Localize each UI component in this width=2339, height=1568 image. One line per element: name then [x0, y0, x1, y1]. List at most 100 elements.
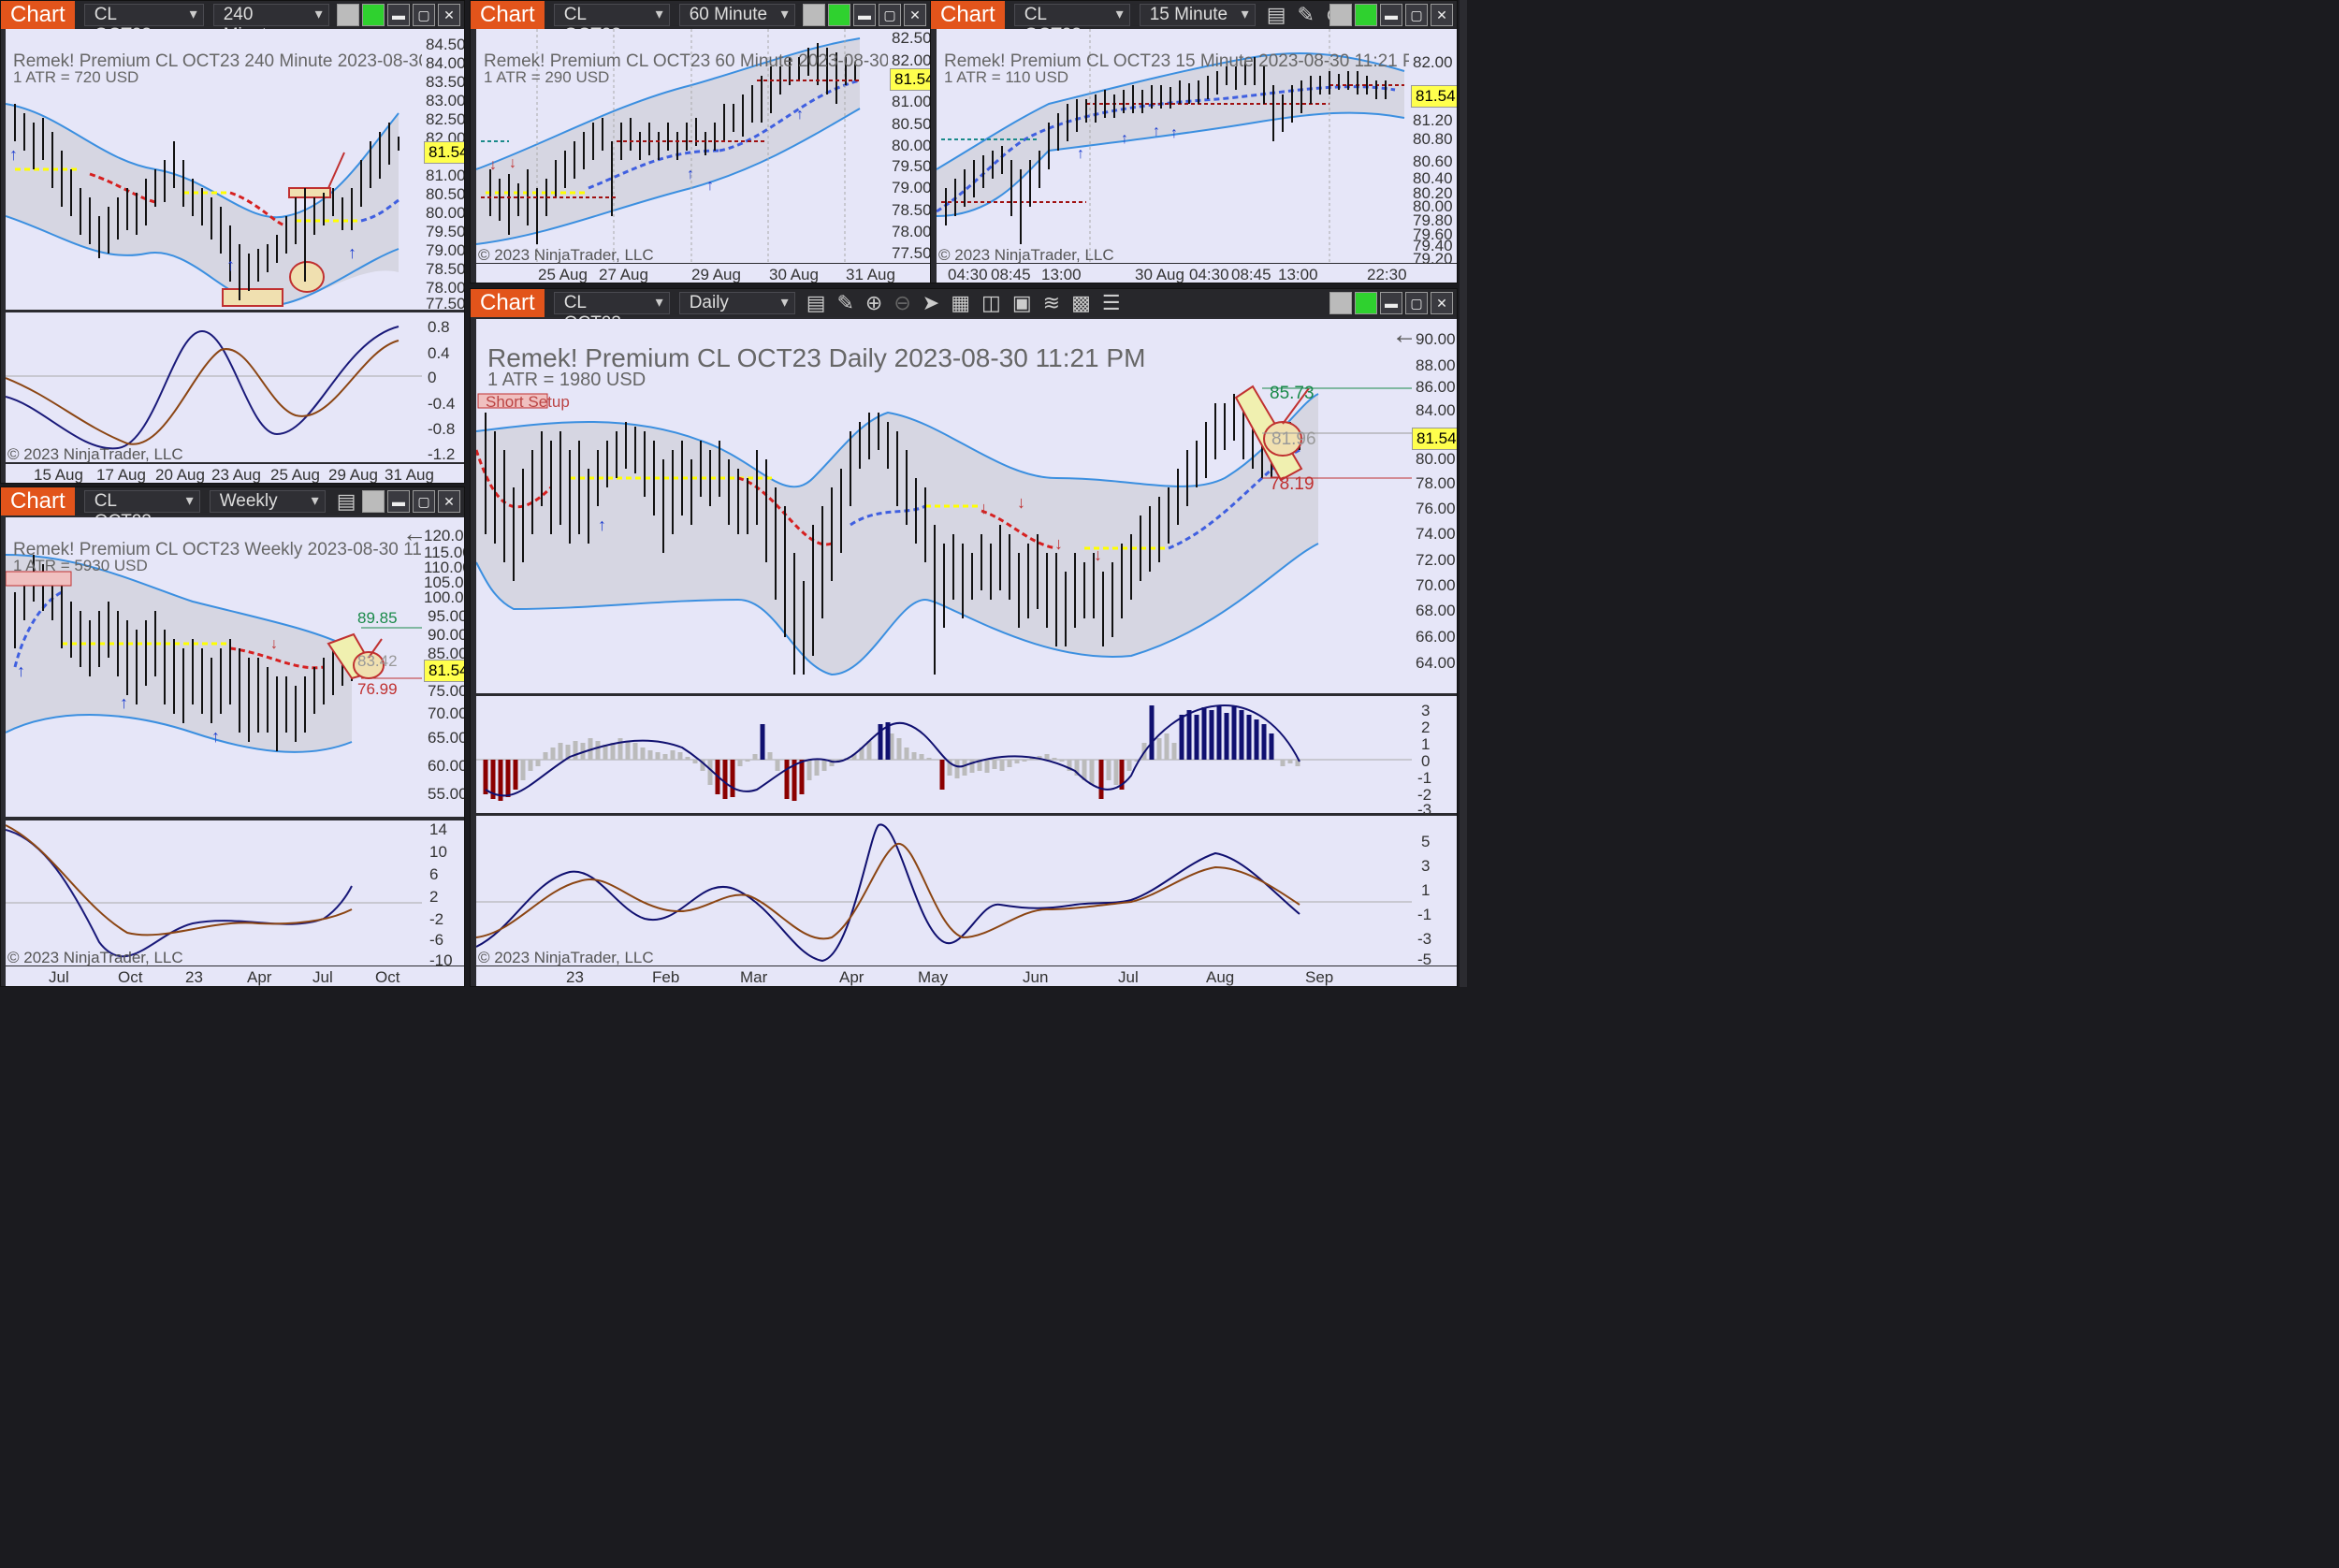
- adjacent-window-edge: [1460, 0, 1467, 987]
- svg-text:↓: ↓: [489, 157, 497, 173]
- price-axis[interactable]: 90.00 88.00 86.00 84.00 81.54 80.00 78.0…: [1412, 319, 1457, 693]
- instrument-select[interactable]: CL OCT23: [83, 490, 200, 531]
- close-button[interactable]: ✕: [438, 490, 460, 513]
- histogram-panel[interactable]: [476, 696, 1412, 813]
- time-axis[interactable]: 04:30 08:45 13:00 30 Aug 04:30 08:45 13:…: [937, 264, 1457, 283]
- link-button[interactable]: [803, 4, 825, 26]
- x-label: 29 Aug: [691, 266, 741, 283]
- x-label: 04:30: [948, 266, 988, 283]
- zoom-in-icon[interactable]: ⊕: [864, 291, 883, 314]
- x-label: 23 Aug: [211, 466, 261, 484]
- link-button[interactable]: [362, 490, 385, 513]
- close-button[interactable]: ✕: [904, 4, 926, 26]
- maximize-button[interactable]: ▢: [413, 490, 435, 513]
- minimize-button[interactable]: ▬: [853, 4, 876, 26]
- x-label: Aug: [1206, 968, 1235, 986]
- x-label: 13:00: [1278, 266, 1318, 283]
- interval-select[interactable]: 240 Minute: [212, 4, 329, 45]
- chart-tab[interactable]: Chart: [1, 487, 75, 515]
- bar-style-icon[interactable]: ▤: [336, 489, 356, 513]
- strategy-icon[interactable]: ≋: [1042, 291, 1061, 314]
- price-axis[interactable]: 82.00 81.54 81.20 80.80 80.60 80.40 80.2…: [1409, 29, 1457, 268]
- status-button[interactable]: [1355, 292, 1377, 314]
- maximize-button[interactable]: ▢: [413, 4, 435, 26]
- close-button[interactable]: ✕: [438, 4, 460, 26]
- minimize-button[interactable]: ▬: [1380, 292, 1402, 314]
- interval-select[interactable]: 15 Minute: [1139, 4, 1256, 26]
- status-button[interactable]: [828, 4, 850, 26]
- chart-tab[interactable]: Chart: [471, 289, 545, 317]
- chart-tab[interactable]: Chart: [1, 1, 75, 29]
- close-button[interactable]: ✕: [1431, 4, 1453, 26]
- bar-style-icon[interactable]: ▤: [1266, 3, 1286, 26]
- instrument-select[interactable]: CL OCT23: [553, 292, 670, 333]
- osc-label: -10: [429, 951, 453, 969]
- window-controls: ▬ ▢ ✕: [1329, 4, 1453, 26]
- instrument-select[interactable]: CL OCT23: [1013, 4, 1130, 45]
- minimize-button[interactable]: ▬: [387, 490, 410, 513]
- time-axis[interactable]: 25 Aug 27 Aug 29 Aug 30 Aug 31 Aug: [476, 264, 930, 283]
- interval-select[interactable]: 60 Minute: [678, 4, 795, 26]
- x-label: 13:00: [1041, 266, 1082, 283]
- chart-tab[interactable]: Chart: [471, 1, 545, 29]
- oscillator-panel[interactable]: © 2023 NinjaTrader, LLC: [6, 312, 422, 463]
- price-axis[interactable]: 82.50 82.00 81.54 81.00 80.50 80.00 79.5…: [888, 29, 930, 263]
- link-button[interactable]: [337, 4, 359, 26]
- maximize-button[interactable]: ▢: [1405, 292, 1428, 314]
- instrument-select[interactable]: CL OCT23: [83, 4, 204, 45]
- price-panel[interactable]: ↑ ↓ ↓ ↓ ↓ Remek! Premium CL OCT23 Daily …: [476, 319, 1419, 693]
- time-axis[interactable]: 15 Aug 17 Aug 20 Aug 23 Aug 25 Aug 29 Au…: [6, 464, 464, 484]
- close-button[interactable]: ✕: [1431, 292, 1453, 314]
- price-panel[interactable]: ↑ ↑ ↑ Remek! Premium CL OCT23 240 Minute…: [6, 29, 464, 310]
- price-panel[interactable]: ↑ ↑ ↑ ↑ Remek! Premium CL OCT23 15 Minut…: [937, 29, 1430, 264]
- instrument-select[interactable]: CL OCT23: [553, 4, 670, 45]
- data-box-icon[interactable]: ▦: [951, 291, 971, 314]
- copyright-label: © 2023 NinjaTrader, LLC: [478, 949, 654, 966]
- minimize-button[interactable]: ▬: [387, 4, 410, 26]
- status-button[interactable]: [362, 4, 385, 26]
- link-button[interactable]: [1329, 292, 1352, 314]
- price-panel[interactable]: ↑ ↑ ↑ ↓ Remek! Premium CL OCT23 Weekly 2…: [6, 517, 464, 817]
- oscillator-axis[interactable]: 5 3 1 -1 -3 -5: [1412, 816, 1457, 968]
- histogram-axis[interactable]: 3 2 1 0 -1 -2 -3: [1412, 696, 1457, 819]
- y-label: 60.00: [428, 757, 465, 775]
- interval-select[interactable]: Weekly: [209, 490, 326, 513]
- link-button[interactable]: [1329, 4, 1352, 26]
- oscillator-axis[interactable]: 0.8 0.4 0 -0.4 -0.8 -1.2: [422, 312, 464, 463]
- x-label: Jul: [312, 968, 333, 986]
- chart-header: Remek! Premium CL OCT23 240 Minute 2023-…: [13, 51, 465, 71]
- price-axis[interactable]: 120.00 115.00 110.00 105.00 100.00 95.00…: [422, 517, 465, 817]
- interval-select[interactable]: Daily: [678, 292, 795, 314]
- osc-label: 3: [1421, 857, 1431, 875]
- osc-label: -5: [1417, 951, 1432, 968]
- time-axis[interactable]: 23 Feb Mar Apr May Jun Jul Aug Sep: [476, 966, 1457, 986]
- price-panel[interactable]: ↓ ↓ ↑ ↑ ↑ Remek! Premium CL OCT23 60 Min…: [476, 29, 930, 264]
- oscillator-panel[interactable]: © 2023 NinjaTrader, LLC: [476, 816, 1412, 966]
- price-axis[interactable]: 84.50 84.00 83.50 83.00 82.50 82.00 81.5…: [422, 29, 464, 312]
- bar-style-icon[interactable]: ▤: [806, 291, 826, 314]
- svg-text:↑: ↑: [1077, 146, 1084, 162]
- chart-header: Remek! Premium CL OCT23 60 Minute 2023-0…: [484, 51, 931, 71]
- y-label: 70.00: [428, 704, 465, 722]
- time-axis[interactable]: Jul Oct 23 Apr Jul Oct: [6, 966, 464, 986]
- status-button[interactable]: [1355, 4, 1377, 26]
- properties-icon[interactable]: ◫: [981, 291, 1001, 314]
- maximize-button[interactable]: ▢: [1405, 4, 1428, 26]
- y-label: 55.00: [428, 785, 465, 803]
- pointer-icon[interactable]: ➤: [922, 291, 940, 314]
- draw-icon[interactable]: ✎: [836, 291, 854, 314]
- minimize-button[interactable]: ▬: [1380, 4, 1402, 26]
- template-icon[interactable]: ▩: [1071, 291, 1091, 314]
- y-label: 75.00: [428, 682, 465, 700]
- oscillator-axis[interactable]: 14 10 6 2 -2 -6 -10: [422, 820, 464, 969]
- last-price-tag: 81.54: [424, 141, 464, 164]
- list-icon[interactable]: ☰: [1101, 291, 1121, 314]
- draw-icon[interactable]: ✎: [1297, 3, 1315, 26]
- maximize-button[interactable]: ▢: [879, 4, 901, 26]
- zoom-out-icon[interactable]: ⊖: [893, 291, 911, 314]
- chart-toolbar: Chart CL OCT23 Daily ▤ ✎ ⊕ ⊖ ➤ ▦ ◫ ▣ ≋ ▩…: [471, 289, 1457, 333]
- indicator-icon[interactable]: ▣: [1011, 291, 1032, 314]
- x-label: 29 Aug: [328, 466, 378, 484]
- oscillator-panel[interactable]: © 2023 NinjaTrader, LLC: [6, 820, 422, 966]
- chart-tab[interactable]: Chart: [931, 1, 1005, 29]
